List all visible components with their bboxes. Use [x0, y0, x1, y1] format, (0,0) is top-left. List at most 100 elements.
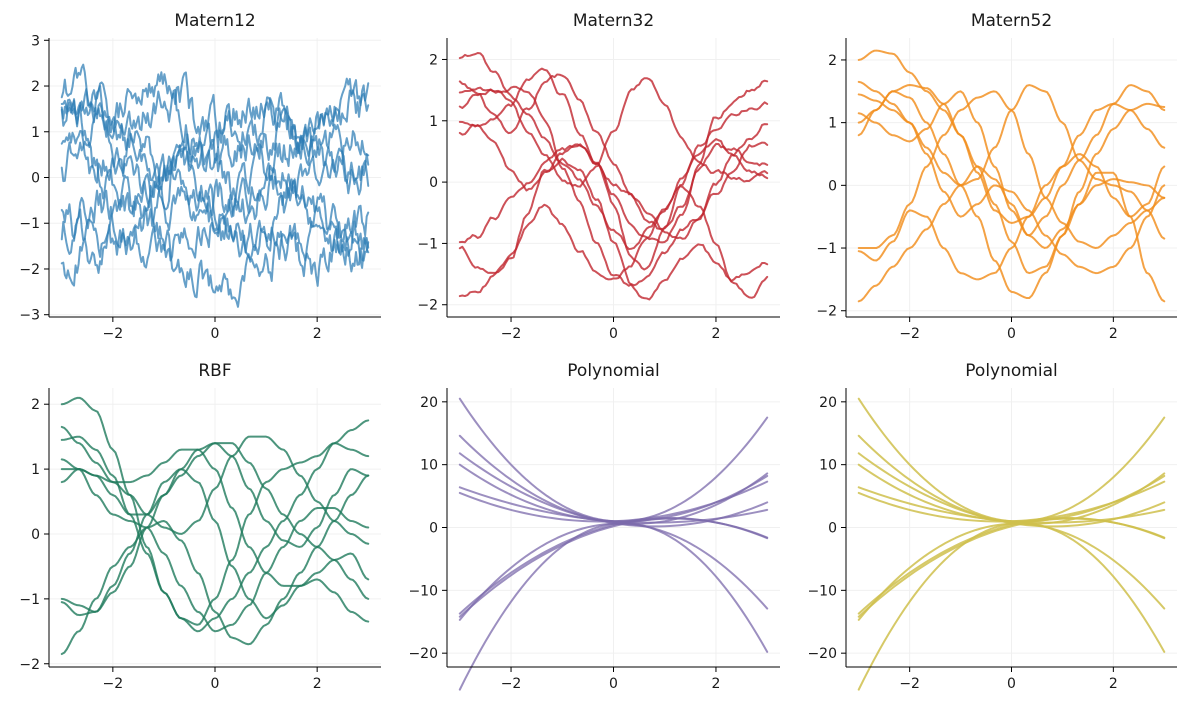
series-line-5 — [458, 79, 769, 244]
x-tick-label: −2 — [899, 676, 920, 692]
subplot-title: RBF — [198, 361, 231, 381]
series-line-8 — [60, 185, 370, 273]
x-tick-label: 2 — [712, 326, 721, 342]
x-tick-label: 0 — [1007, 676, 1016, 692]
y-tick-label: −3 — [19, 308, 40, 324]
series-group — [458, 397, 769, 691]
series-line-6 — [458, 67, 769, 240]
series-line-8 — [857, 90, 1166, 250]
series-line-9 — [60, 474, 370, 656]
y-tick-label: −20 — [807, 646, 837, 662]
y-tick-label: 1 — [31, 462, 40, 478]
y-tick-label: 2 — [429, 52, 438, 68]
y-tick-label: 2 — [31, 397, 40, 413]
series-line-6 — [60, 140, 370, 243]
y-tick-label: −2 — [19, 262, 40, 278]
y-tick-label: −10 — [807, 583, 837, 599]
series-line-3 — [60, 77, 370, 218]
series-line-7 — [857, 153, 1166, 281]
x-tick-label: 0 — [211, 326, 220, 342]
y-tick-label: −2 — [19, 657, 40, 673]
series-line-5 — [857, 84, 1166, 224]
series-line-2 — [60, 71, 370, 184]
subplot-title: Matern12 — [174, 11, 255, 31]
subplot-2: −2 0 2 −2 −1 0 1 2 Matern32 — [417, 11, 780, 342]
series-line-5 — [60, 93, 370, 211]
x-tick-label: 0 — [1007, 326, 1016, 342]
x-tick-label: 2 — [712, 676, 721, 692]
series-group — [60, 396, 370, 656]
y-tick-label: 20 — [420, 395, 438, 411]
series-line-8 — [60, 468, 370, 623]
x-tick-label: 2 — [313, 326, 322, 342]
series-line-1 — [458, 52, 769, 251]
series-line-8 — [458, 517, 769, 618]
y-tick-label: −1 — [816, 241, 837, 257]
x-tick-label: −2 — [899, 326, 920, 342]
y-tick-label: 1 — [429, 114, 438, 130]
y-tick-label: 0 — [31, 527, 40, 543]
y-tick-label: 20 — [819, 395, 837, 411]
y-tick-label: 10 — [819, 458, 837, 474]
series-group — [458, 52, 769, 301]
series-line-2 — [458, 73, 769, 230]
series-line-1 — [60, 396, 370, 633]
x-tick-label: −2 — [501, 676, 522, 692]
series-line-6 — [458, 486, 769, 524]
y-tick-label: 3 — [31, 33, 40, 49]
y-tick-label: 0 — [828, 521, 837, 537]
y-tick-label: 0 — [828, 178, 837, 194]
series-group — [857, 397, 1166, 691]
x-tick-label: 0 — [211, 676, 220, 692]
series-line-3 — [60, 435, 370, 626]
y-tick-label: 1 — [31, 125, 40, 141]
y-tick-label: 0 — [429, 175, 438, 191]
subplot-4: −2 0 2 −2 −1 0 1 2 RBF — [19, 361, 381, 692]
subplot-title: Polynomial — [567, 361, 659, 381]
y-tick-label: 1 — [828, 116, 837, 132]
series-line-1 — [857, 49, 1166, 275]
series-line-10 — [857, 522, 1166, 691]
x-tick-label: 2 — [1109, 676, 1118, 692]
series-line-3 — [458, 77, 769, 188]
y-tick-label: 0 — [31, 171, 40, 187]
y-tick-label: −1 — [19, 216, 40, 232]
y-tick-label: 10 — [420, 458, 438, 474]
series-line-9 — [857, 165, 1166, 303]
subplot-title: Matern52 — [971, 11, 1052, 31]
y-tick-label: −1 — [19, 592, 40, 608]
series-line-6 — [857, 90, 1166, 300]
series-line-6 — [857, 486, 1166, 524]
x-tick-label: −2 — [103, 676, 124, 692]
y-tick-label: −1 — [417, 236, 438, 252]
series-line-9 — [458, 185, 769, 299]
y-tick-label: 2 — [828, 53, 837, 69]
series-group — [60, 63, 370, 308]
series-line-8 — [857, 517, 1166, 618]
x-tick-label: 2 — [313, 676, 322, 692]
series-group — [857, 49, 1166, 303]
y-tick-label: −2 — [417, 298, 438, 314]
y-tick-label: −10 — [408, 583, 438, 599]
subplot-title: Polynomial — [965, 361, 1057, 381]
series-line-10 — [458, 522, 769, 691]
y-tick-label: 0 — [429, 521, 438, 537]
series-line-9 — [60, 220, 370, 308]
x-tick-label: −2 — [501, 326, 522, 342]
series-line-8 — [458, 157, 769, 301]
series-line-4 — [60, 448, 370, 587]
y-tick-label: 2 — [31, 79, 40, 95]
series-line-4 — [458, 85, 769, 287]
subplot-1: −2 0 2 −3 −2 −1 0 1 2 3 Matern12 — [19, 11, 381, 342]
x-tick-label: −2 — [103, 326, 124, 342]
y-tick-label: −2 — [816, 304, 837, 320]
series-line-6 — [60, 458, 370, 633]
series-line-7 — [458, 101, 769, 271]
subplot-title: Matern32 — [573, 11, 654, 31]
x-tick-label: 0 — [609, 326, 618, 342]
series-line-7 — [60, 178, 370, 262]
subplot-3: −2 0 2 −2 −1 0 1 2 Matern52 — [816, 11, 1177, 342]
